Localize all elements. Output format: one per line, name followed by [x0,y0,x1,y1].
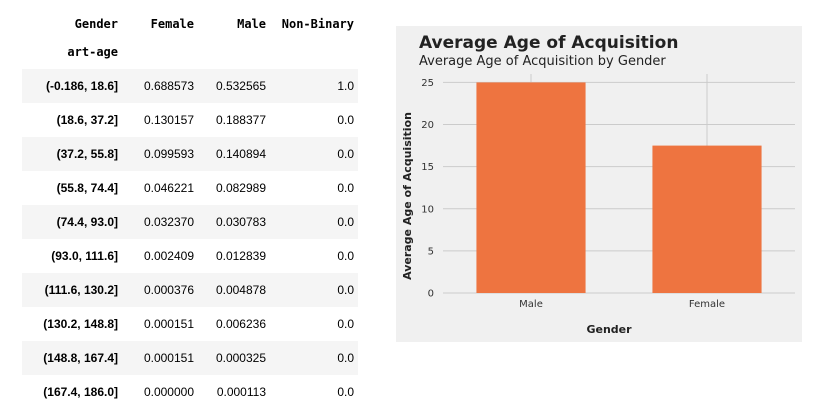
row-index-label: (130.2, 148.8] [43,317,118,331]
cell-female: 0.046221 [143,181,194,195]
y-tick-label: 25 [421,78,434,89]
cell-female: 0.032370 [143,215,194,229]
table-row: (167.4, 186.0] 0.000000 0.000113 0.0 [22,375,358,409]
cell-female: 0.002409 [143,249,194,263]
table-row: (130.2, 148.8] 0.000151 0.006236 0.0 [22,307,358,341]
x-tick-label: Male [519,299,543,310]
bar-chart: Average Age of Acquisition Average Age o… [401,33,795,336]
y-tick-label: 0 [428,289,434,300]
cell-nonbinary: 0.0 [337,113,354,127]
cell-female: 0.000151 [143,351,194,365]
row-index-label: (55.8, 74.4] [56,181,118,195]
column-header-nonbinary: Non-Binary [281,16,354,31]
column-header-male: Male [237,16,266,31]
cell-nonbinary: 0.0 [337,249,354,263]
cell-nonbinary: 0.0 [337,181,354,195]
table-body: (-0.186, 18.6] 0.688573 0.532565 1.0 (18.6, … [22,69,358,409]
row-index-label: (93.0, 111.6] [51,249,118,263]
y-tick-label: 10 [421,204,434,215]
cell-nonbinary: 0.0 [337,215,354,229]
row-index-label: (74.4, 93.0] [56,215,118,229]
chart-title: Average Age of Acquisition [419,33,678,53]
cell-nonbinary: 0.0 [337,317,354,331]
bar-layer [476,82,762,293]
row-index-label: (-0.186, 18.6] [45,79,118,93]
crosstab-table-container: Gender Female Male Non-Binary art-age (-… [22,12,358,409]
index-name-label: art-age [67,45,118,59]
cell-nonbinary: 1.0 [337,79,354,93]
table-row: (148.8, 167.4] 0.000151 0.000325 0.0 [22,341,358,375]
table-header-row: Gender Female Male Non-Binary [22,12,358,35]
x-tick-label: Female [689,299,725,310]
row-index-label: (111.6, 130.2] [44,283,118,297]
cell-male: 0.140894 [215,147,266,161]
bar-male [476,82,586,293]
cell-male: 0.006236 [215,317,266,331]
table-row: (55.8, 74.4] 0.046221 0.082989 0.0 [22,171,358,205]
cell-male: 0.082989 [215,181,266,195]
cell-male: 0.000113 [216,385,266,399]
cell-male: 0.012839 [215,249,266,263]
row-index-label: (37.2, 55.8] [56,147,118,161]
table-row: (18.6, 37.2] 0.130157 0.188377 0.0 [22,103,358,137]
cell-female: 0.688573 [143,79,194,93]
cell-male: 0.188377 [215,113,266,127]
columns-header-label: Gender [74,16,118,31]
table-row: (37.2, 55.8] 0.099593 0.140894 0.0 [22,137,358,171]
cell-female: 0.130157 [143,113,194,127]
row-index-label: (148.8, 167.4] [43,351,118,365]
crosstab-table: Gender Female Male Non-Binary art-age (-… [22,12,358,409]
y-axis-label: Average Age of Acquisition [401,112,414,280]
bar-chart-panel: Average Age of Acquisition Average Age o… [396,26,802,342]
cell-male: 0.030783 [215,215,266,229]
table-row: (111.6, 130.2] 0.000376 0.004878 0.0 [22,273,358,307]
row-index-label: (18.6, 37.2] [56,113,118,127]
tick-layer: Male Female 0 5 10 15 20 25 [421,78,725,310]
column-header-female: Female [150,16,194,31]
cell-female: 0.000376 [143,283,194,297]
y-tick-label: 20 [421,120,434,131]
cell-female: 0.099593 [143,147,194,161]
chart-subtitle: Average Age of Acquisition by Gender [419,54,666,69]
x-axis-label: Gender [586,323,632,336]
y-tick-label: 15 [421,162,434,173]
cell-nonbinary: 0.0 [337,147,354,161]
table-row: (93.0, 111.6] 0.002409 0.012839 0.0 [22,239,358,273]
cell-male: 0.532565 [215,79,266,93]
cell-nonbinary: 0.0 [337,283,354,297]
table-row: (-0.186, 18.6] 0.688573 0.532565 1.0 [22,69,358,103]
cell-female: 0.000151 [143,317,194,331]
y-tick-label: 5 [428,246,434,257]
bar-female [652,145,762,293]
cell-male: 0.004878 [215,283,266,297]
cell-nonbinary: 0.0 [337,385,354,399]
cell-male: 0.000325 [215,351,266,365]
table-index-name-row: art-age [22,35,358,69]
cell-nonbinary: 0.0 [337,351,354,365]
row-index-label: (167.4, 186.0] [43,385,118,399]
table-row: (74.4, 93.0] 0.032370 0.030783 0.0 [22,205,358,239]
cell-female: 0.000000 [143,385,194,399]
